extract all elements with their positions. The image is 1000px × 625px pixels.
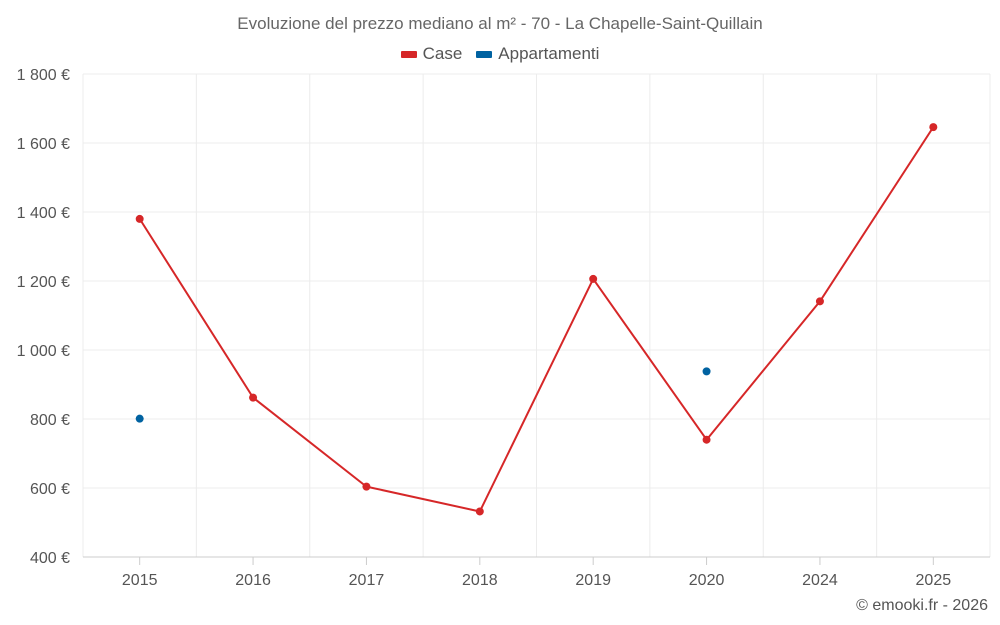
x-tick-label: 2017 (349, 572, 385, 589)
legend-item-case[interactable]: Case (400, 44, 463, 64)
data-point-case (929, 123, 938, 132)
y-tick-label: 600 € (30, 481, 70, 498)
x-tick-label: 2025 (916, 572, 952, 589)
x-tick-label: 2024 (802, 572, 838, 589)
data-point-case (702, 435, 711, 444)
data-point-case (362, 482, 371, 491)
data-point-appartamenti (702, 367, 711, 376)
data-point-case (815, 297, 824, 306)
series-line-case (138, 126, 935, 513)
chart-title: Evoluzione del prezzo mediano al m² - 70… (237, 14, 763, 33)
x-tick-label: 2015 (122, 572, 158, 589)
chart-legend: Case Appartamenti (0, 44, 1000, 64)
y-tick-label: 1 800 € (17, 67, 70, 84)
x-tick-label: 2019 (575, 572, 611, 589)
y-tick-label: 400 € (30, 550, 70, 567)
data-point-case (475, 507, 484, 516)
x-tick-label: 2018 (462, 572, 498, 589)
y-tick-label: 1 200 € (17, 274, 70, 291)
x-tick-label: 2020 (689, 572, 725, 589)
data-point-case (249, 393, 258, 402)
credit-text: © emooki.fr - 2026 (856, 597, 988, 614)
legend-label-appartamenti: Appartamenti (498, 44, 600, 63)
y-tick-label: 1 400 € (17, 205, 70, 222)
y-tick-label: 800 € (30, 412, 70, 429)
x-tick-label: 2016 (235, 572, 271, 589)
data-point-appartamenti (135, 414, 144, 423)
legend-label-case: Case (422, 44, 463, 63)
y-tick-label: 1 600 € (17, 136, 70, 153)
legend-item-appartamenti[interactable]: Appartamenti (476, 44, 599, 64)
legend-swatch-appartamenti (476, 50, 493, 58)
data-point-case (135, 214, 144, 223)
data-point-case (589, 274, 598, 283)
legend-swatch-case (400, 50, 417, 58)
y-tick-label: 1 000 € (17, 343, 70, 360)
